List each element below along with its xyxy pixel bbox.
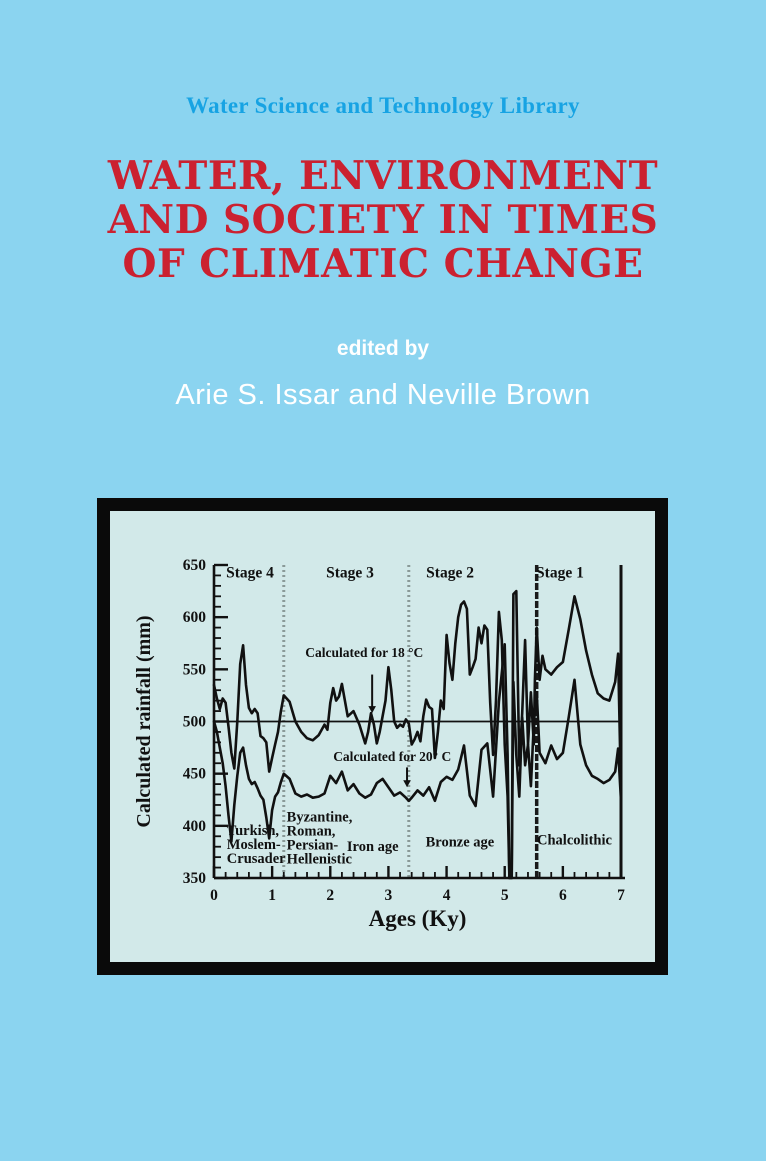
period-label: Chalcolithic (537, 833, 612, 849)
series-title: Water Science and Technology Library (186, 93, 580, 118)
period-label: Turkish, (227, 823, 280, 839)
series-line-18c (212, 589, 623, 880)
rainfall-chart: 350 400 450 500 550 600 650 0 1 2 3 4 5 6 7 Ages (Ky) Ca… (133, 557, 625, 931)
x-tick-label: 3 (385, 887, 393, 904)
book-title: WATER, ENVIRONMENT AND SOCIETY IN TIMES … (0, 154, 766, 286)
stage-label: Stage 4 (226, 565, 274, 582)
period-label: Roman, (287, 824, 336, 840)
annotation-text: Calculated for 18 °C (305, 645, 423, 660)
period-label: Hellenistic (287, 852, 353, 868)
stage-label: Stage 1 (536, 565, 584, 582)
y-tick-label: 550 (183, 661, 207, 678)
rainfall-figure-frame: 350 400 450 500 550 600 650 0 1 2 3 4 5 6 7 Ages (Ky) Ca… (97, 498, 668, 975)
book-title-line-1: WATER, ENVIRONMENT (107, 153, 659, 199)
x-tick-label: 0 (210, 887, 218, 904)
annotation-text: Calculated for 20° C (333, 749, 451, 764)
period-label: Bronze age (426, 835, 495, 851)
y-tick-label: 450 (183, 766, 207, 783)
x-tick-label: 4 (443, 887, 451, 904)
y-tick-label: 350 (183, 870, 207, 887)
annotation-arrowhead (403, 780, 411, 788)
book-title-line-2: AND SOCIETY IN TIMES (107, 197, 659, 243)
authors: Arie S. Issar and Neville Brown (175, 379, 591, 411)
y-tick-label: 400 (183, 818, 207, 835)
series-line-20c (212, 643, 623, 880)
x-axis-title: Ages (Ky) (369, 906, 467, 931)
stage-label: Stage 3 (326, 565, 374, 582)
x-tick-label: 6 (559, 887, 567, 904)
y-tick-label: 600 (183, 609, 207, 626)
x-tick-label: 7 (617, 887, 625, 904)
period-label: Byzantine, (287, 810, 353, 826)
period-label: Moslem- (227, 837, 281, 853)
x-tick-label: 5 (501, 887, 509, 904)
period-label: Iron age (347, 839, 399, 855)
x-tick-label: 2 (326, 887, 334, 904)
y-axis-title: Calculated rainfall (mm) (133, 615, 155, 827)
annotation-arrowhead (368, 706, 376, 714)
book-title-line-3: OF CLIMATIC CHANGE (122, 241, 644, 287)
stage-label: Stage 2 (426, 565, 474, 582)
y-tick-label: 650 (183, 557, 207, 574)
y-tick-label: 500 (183, 714, 207, 731)
period-label: Persian- (287, 838, 339, 854)
x-tick-label: 1 (268, 887, 276, 904)
edited-by-label: edited by (336, 337, 430, 360)
period-label: Crusader (227, 851, 286, 867)
